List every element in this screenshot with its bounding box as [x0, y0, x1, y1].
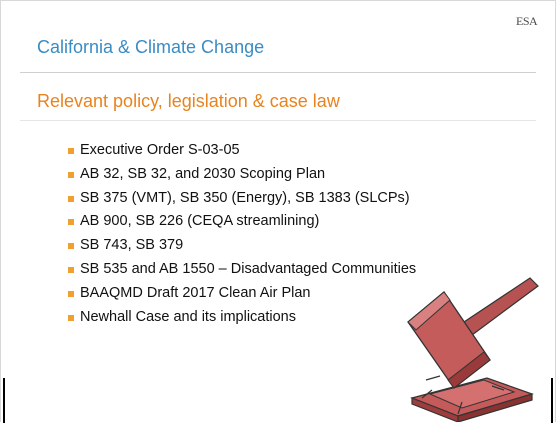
- bullet-item: Newhall Case and its implications: [68, 306, 416, 330]
- bullet-item: AB 32, SB 32, and 2030 Scoping Plan: [68, 163, 416, 187]
- bullet-item: AB 900, SB 226 (CEQA streamlining): [68, 210, 416, 234]
- bullet-item: SB 743, SB 379: [68, 234, 416, 258]
- border: [3, 378, 5, 423]
- divider: [20, 120, 536, 121]
- slide: ESA California & Climate Change Relevant…: [0, 0, 556, 423]
- bullet-item: BAAQMD Draft 2017 Clean Air Plan: [68, 282, 416, 306]
- divider: [20, 72, 536, 73]
- bullet-item: SB 375 (VMT), SB 350 (Energy), SB 1383 (…: [68, 187, 416, 211]
- slide-title: California & Climate Change: [37, 37, 264, 58]
- slide-subtitle: Relevant policy, legislation & case law: [37, 91, 340, 112]
- logo: ESA: [516, 14, 537, 29]
- bullet-item: Executive Order S-03-05: [68, 139, 416, 163]
- bullet-item: SB 535 and AB 1550 – Disadvantaged Commu…: [68, 258, 416, 282]
- gavel-illustration: [392, 270, 547, 422]
- border: [551, 378, 553, 423]
